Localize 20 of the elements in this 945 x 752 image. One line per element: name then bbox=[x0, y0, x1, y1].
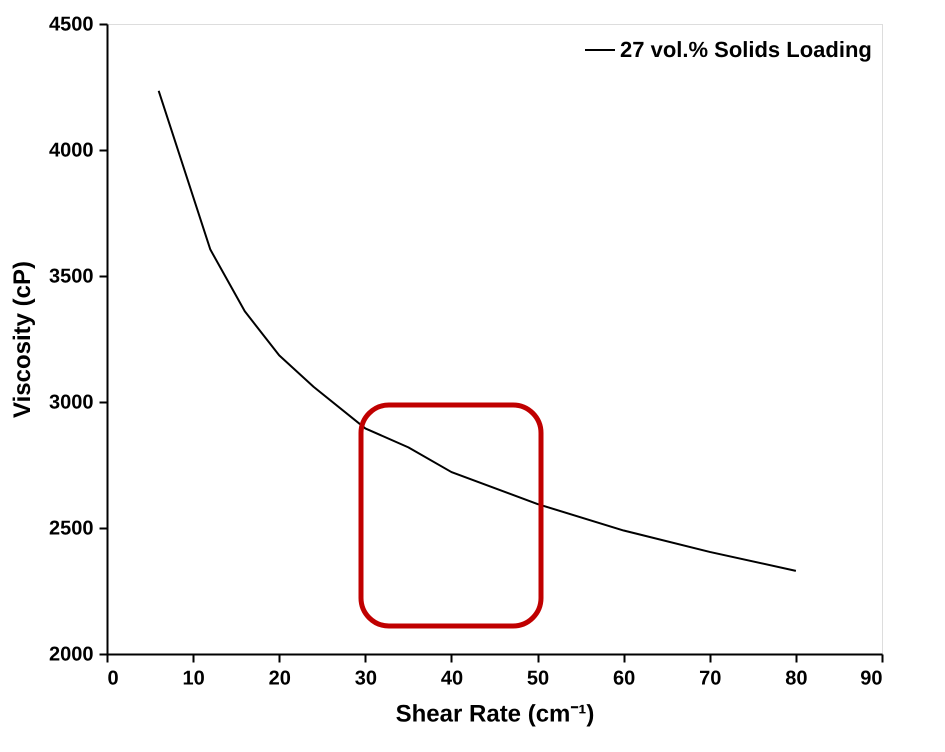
x-tick-label: 10 bbox=[182, 668, 205, 690]
x-tick-label: 20 bbox=[268, 668, 291, 690]
line-series bbox=[158, 90, 797, 572]
y-tick-label: 2500 bbox=[49, 518, 94, 540]
x-tick-label: 30 bbox=[354, 668, 377, 690]
y-tick-label: 3500 bbox=[49, 266, 94, 288]
y-tick-label: 3000 bbox=[49, 392, 94, 414]
x-tick-label: 90 bbox=[860, 668, 882, 690]
y-tick-label: 2000 bbox=[49, 644, 94, 666]
legend-label: 27 vol.% Solids Loading bbox=[620, 37, 872, 62]
x-tick-label: 60 bbox=[613, 668, 636, 690]
y-tick-label: 4500 bbox=[49, 14, 94, 36]
x-tick-label: 0 bbox=[108, 668, 119, 690]
x-axis-title: Shear Rate (cm⁻¹) bbox=[396, 700, 594, 728]
x-tick-label: 40 bbox=[440, 668, 464, 690]
x-tick-label: 80 bbox=[785, 668, 808, 690]
y-axis-title: Viscosity (cP) bbox=[9, 261, 36, 418]
x-tick-label: 50 bbox=[526, 668, 550, 690]
y-tick-label: 4000 bbox=[49, 140, 94, 162]
x-tick-label: 70 bbox=[699, 668, 722, 690]
